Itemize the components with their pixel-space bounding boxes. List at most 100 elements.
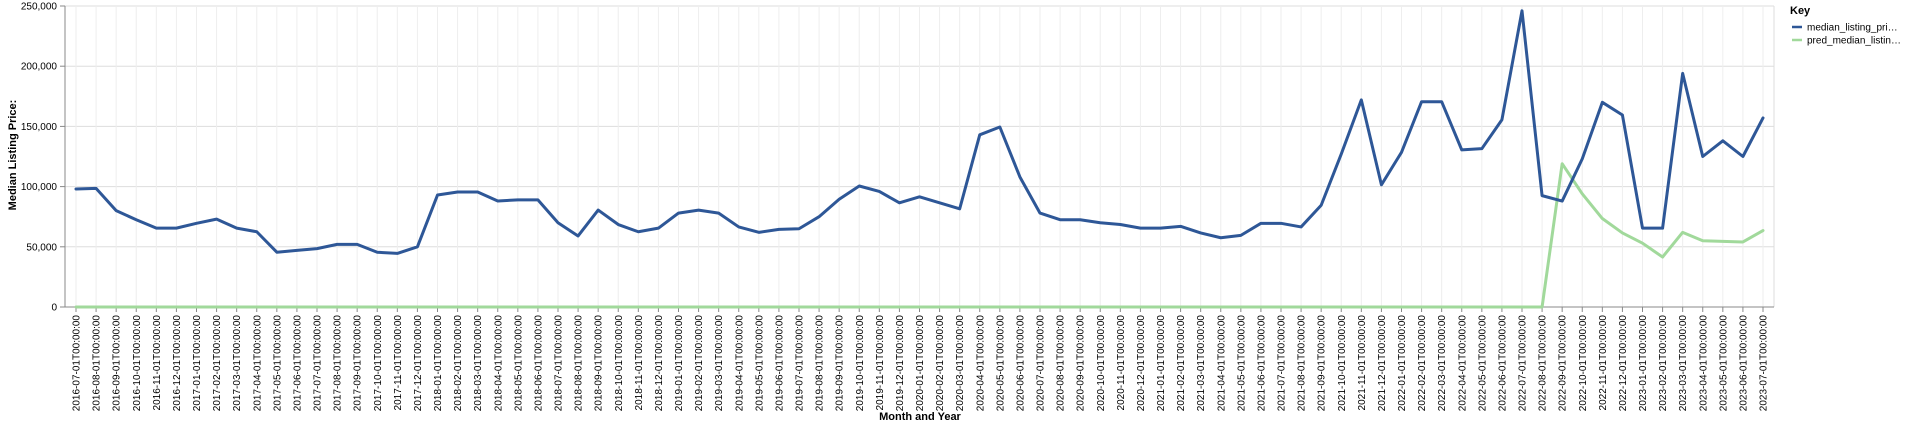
x-tick-label: 2021-08-01T00:00:00: [1297, 315, 1308, 412]
x-tick-label: 2020-03-01T00:00:00: [955, 315, 966, 412]
x-tick-label: 2017-12-01T00:00:00: [413, 315, 424, 412]
x-tick-label: 2019-02-01T00:00:00: [694, 315, 705, 412]
y-tick-label: 50,000: [26, 242, 57, 253]
legend-label: pred_median_listin…: [1807, 36, 1901, 47]
x-tick-label: 2020-04-01T00:00:00: [975, 315, 986, 412]
x-tick-label: 2021-11-01T00:00:00: [1357, 315, 1368, 411]
x-tick-label: 2018-08-01T00:00:00: [574, 315, 585, 412]
x-tick-label: 2016-10-01T00:00:00: [132, 315, 143, 412]
x-tick-label: 2022-05-01T00:00:00: [1477, 315, 1488, 412]
x-tick-label: 2017-05-01T00:00:00: [272, 315, 283, 412]
x-tick-label: 2016-11-01T00:00:00: [152, 315, 163, 411]
x-tick-label: 2020-02-01T00:00:00: [935, 315, 946, 412]
x-tick-label: 2023-07-01T00:00:00: [1759, 315, 1770, 412]
series-line-0: [74, 9, 1765, 255]
x-axis-title: Month and Year: [879, 411, 961, 423]
x-tick-label: 2019-04-01T00:00:00: [734, 315, 745, 412]
x-tick-label: 2021-10-01T00:00:00: [1337, 315, 1348, 412]
x-tick-label: 2019-07-01T00:00:00: [795, 315, 806, 412]
x-tick-label: 2022-09-01T00:00:00: [1558, 315, 1569, 412]
x-tick-label: 2018-05-01T00:00:00: [513, 315, 524, 412]
x-tick-label: 2022-04-01T00:00:00: [1457, 315, 1468, 412]
x-tick-label: 2021-07-01T00:00:00: [1277, 315, 1288, 412]
grid-lines: [65, 5, 1775, 307]
x-tick-label: 2022-07-01T00:00:00: [1518, 315, 1529, 412]
x-tick-label: 2017-03-01T00:00:00: [232, 315, 243, 412]
x-tick-label: 2021-12-01T00:00:00: [1377, 315, 1388, 412]
x-tick-label: 2019-01-01T00:00:00: [674, 315, 685, 412]
x-tick-labels: 2016-07-01T00:00:00 2016-08-01T00:00:00 20…: [72, 315, 1770, 412]
x-tick-label: 2018-03-01T00:00:00: [473, 315, 484, 412]
x-tick-label: 2018-12-01T00:00:00: [654, 315, 665, 412]
x-tick-label: 2019-11-01T00:00:00: [875, 315, 886, 411]
y-tick-label: 100,000: [21, 182, 58, 193]
x-tick-label: 2017-06-01T00:00:00: [292, 315, 303, 412]
x-tick-label: 2017-07-01T00:00:00: [313, 315, 324, 412]
legend-label: median_listing_pri…: [1807, 23, 1898, 34]
x-tick-label: 2020-08-01T00:00:00: [1056, 315, 1067, 412]
x-tick-label: 2020-07-01T00:00:00: [1036, 315, 1047, 412]
x-tick-label: 2021-09-01T00:00:00: [1317, 315, 1328, 412]
x-tick-label: 2023-03-01T00:00:00: [1678, 315, 1689, 412]
x-tick-label: 2022-02-01T00:00:00: [1417, 315, 1428, 412]
series-line-1: [74, 162, 1765, 309]
x-tick-label: 2020-12-01T00:00:00: [1136, 315, 1147, 412]
x-tick-label: 2020-06-01T00:00:00: [1015, 315, 1026, 412]
y-tick-labels: 0 50,000 100,000 150,000 200,000 250,000: [21, 2, 58, 314]
x-tick-label: 2019-08-01T00:00:00: [815, 315, 826, 412]
x-tick-label: 2019-05-01T00:00:00: [754, 315, 765, 412]
x-tick-label: 2021-05-01T00:00:00: [1236, 315, 1247, 412]
x-tick-label: 2017-09-01T00:00:00: [353, 315, 364, 412]
legend: Key median_listing_pri… pred_median_listi…: [1790, 5, 1901, 47]
x-tick-label: 2022-10-01T00:00:00: [1578, 315, 1589, 412]
x-tick-label: 2022-01-01T00:00:00: [1397, 315, 1408, 412]
y-tick-label: 200,000: [21, 62, 58, 73]
y-tick-label: 0: [51, 303, 57, 314]
x-tick-label: 2022-06-01T00:00:00: [1497, 315, 1508, 412]
y-tick-label: 150,000: [21, 122, 58, 133]
x-tick-label: 2016-12-01T00:00:00: [172, 315, 183, 412]
x-tick-label: 2017-11-01T00:00:00: [393, 315, 404, 411]
x-tick-label: 2020-09-01T00:00:00: [1076, 315, 1087, 412]
x-tick-label: 2020-01-01T00:00:00: [915, 315, 926, 412]
x-tick-label: 2016-09-01T00:00:00: [112, 315, 123, 412]
x-tick-label: 2021-04-01T00:00:00: [1216, 315, 1227, 412]
x-tick-label: 2022-03-01T00:00:00: [1437, 315, 1448, 412]
x-tick-label: 2023-06-01T00:00:00: [1738, 315, 1749, 412]
x-tick-label: 2016-08-01T00:00:00: [92, 315, 103, 412]
y-tick-label: 250,000: [21, 2, 58, 13]
x-tick-label: 2018-06-01T00:00:00: [533, 315, 544, 412]
x-tick-label: 2018-10-01T00:00:00: [614, 315, 625, 412]
x-tick-label: 2017-08-01T00:00:00: [333, 315, 344, 412]
x-tick-label: 2017-01-01T00:00:00: [192, 315, 203, 412]
x-tick-label: 2019-03-01T00:00:00: [714, 315, 725, 412]
x-tick-label: 2021-03-01T00:00:00: [1196, 315, 1207, 412]
x-tick-label: 2022-08-01T00:00:00: [1538, 315, 1549, 412]
x-tick-label: 2018-07-01T00:00:00: [554, 315, 565, 412]
x-tick-label: 2023-05-01T00:00:00: [1718, 315, 1729, 412]
x-tick-label: 2017-04-01T00:00:00: [252, 315, 263, 412]
x-tick-label: 2017-02-01T00:00:00: [212, 315, 223, 412]
x-tick-label: 2016-07-01T00:00:00: [72, 315, 83, 412]
x-tick-label: 2019-12-01T00:00:00: [895, 315, 906, 412]
legend-title: Key: [1790, 5, 1811, 17]
y-axis-title: Median Listing Price:: [7, 100, 19, 211]
x-tick-label: 2018-11-01T00:00:00: [634, 315, 645, 411]
x-tick-label: 2023-02-01T00:00:00: [1658, 315, 1669, 412]
x-tick-label: 2019-06-01T00:00:00: [774, 315, 785, 412]
x-tick-label: 2021-01-01T00:00:00: [1156, 315, 1167, 412]
x-tick-label: 2020-10-01T00:00:00: [1096, 315, 1107, 412]
x-tick-label: 2021-02-01T00:00:00: [1176, 315, 1187, 412]
x-tick-label: 2023-01-01T00:00:00: [1638, 315, 1649, 412]
x-tick-label: 2020-11-01T00:00:00: [1116, 315, 1127, 411]
x-tick-label: 2017-10-01T00:00:00: [373, 315, 384, 412]
x-tick-label: 2021-06-01T00:00:00: [1256, 315, 1267, 412]
x-tick-label: 2020-05-01T00:00:00: [995, 315, 1006, 412]
x-tick-label: 2023-04-01T00:00:00: [1698, 315, 1709, 412]
x-tick-label: 2019-10-01T00:00:00: [855, 315, 866, 412]
x-tick-label: 2018-04-01T00:00:00: [493, 315, 504, 412]
series-lines: [74, 9, 1765, 309]
x-tick-label: 2022-11-01T00:00:00: [1598, 315, 1609, 411]
x-tick-label: 2022-12-01T00:00:00: [1618, 315, 1629, 412]
x-tick-label: 2018-09-01T00:00:00: [594, 315, 605, 412]
